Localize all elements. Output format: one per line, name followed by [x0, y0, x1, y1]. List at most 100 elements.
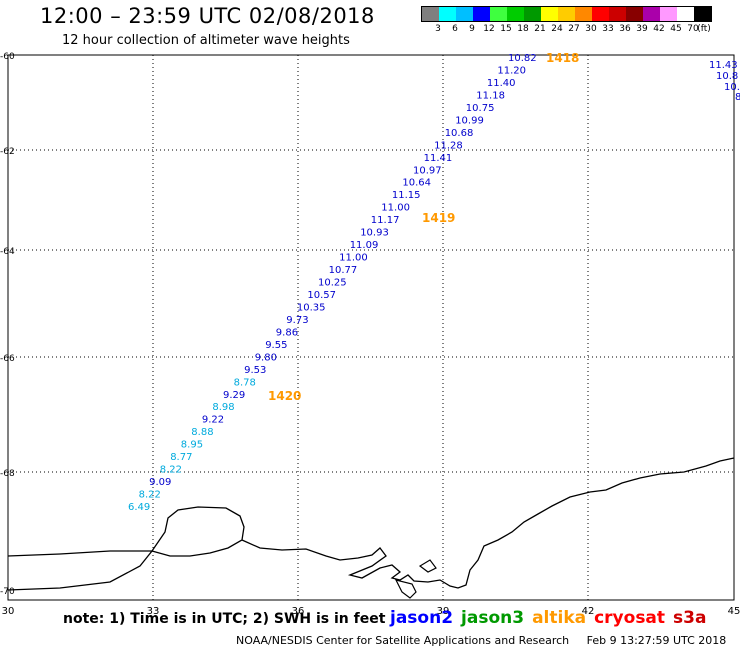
legend-swatch — [660, 7, 677, 21]
wave-height-label: 11.41 — [424, 153, 453, 164]
legend-labels: 3 6 9 12 15 18 21 24 27 30 33 36 39 42 45 70 (ft) — [421, 22, 712, 36]
legend-swatch — [490, 7, 507, 21]
y-tick-label: -70 — [0, 587, 15, 597]
map-subtitle: 12 hour collection of altimeter wave hei… — [62, 33, 350, 48]
legend-swatch — [643, 7, 660, 21]
y-tick-label: -64 — [0, 247, 15, 257]
wave-height-label: 9.86 — [276, 327, 298, 338]
y-tick-label: -66 — [0, 354, 15, 364]
legend-label: 39 — [636, 24, 648, 34]
legend-label: 33 — [602, 24, 614, 34]
map-title: 12:00 – 23:59 UTC 02/08/2018 — [40, 4, 375, 28]
wave-height-label: 6.49 — [128, 502, 150, 513]
legend-label: 27 — [568, 24, 580, 34]
wave-height-label: 10.97 — [413, 165, 442, 176]
antarctic-coastline — [7, 457, 735, 591]
satellite-jason3: jason3 — [461, 608, 525, 628]
legend-label: 36 — [619, 24, 631, 34]
legend-swatches — [421, 6, 712, 22]
wave-height-label: 8.22 — [160, 465, 182, 476]
wave-height-label: 9.29 — [223, 390, 245, 401]
legend-swatch — [694, 7, 711, 21]
satellite-jason2: jason2 — [390, 608, 454, 628]
wave-height-label: 9.80 — [255, 352, 277, 363]
legend-swatch — [609, 7, 626, 21]
wave-height-label: 11.15 — [392, 190, 421, 201]
wave-height-label: 11.09 — [350, 240, 379, 251]
graticule — [8, 55, 734, 600]
y-tick-label: -62 — [0, 147, 15, 157]
wave-height-label: 10.64 — [402, 178, 431, 189]
wave-height-label: 10. — [724, 82, 740, 93]
wave-height-label: 11.00 — [381, 203, 410, 214]
wave-height-label: 11.43 — [709, 60, 738, 71]
wave-height-label: 10.93 — [360, 228, 389, 239]
wave-height-label: 9.22 — [202, 415, 224, 426]
legend-swatch — [473, 7, 490, 21]
legend-swatch — [456, 7, 473, 21]
wave-height-label: 9.73 — [286, 315, 308, 326]
legend-swatch — [507, 7, 524, 21]
legend-label: (ft) — [697, 24, 711, 34]
wave-height-label: 9.53 — [244, 365, 266, 376]
wave-height-label: 9.55 — [265, 340, 287, 351]
credit-line: NOAA/NESDIS Center for Satellite Applica… — [236, 634, 740, 647]
legend-swatch — [541, 7, 558, 21]
wave-height-label: 8.98 — [212, 402, 234, 413]
y-tick-label: -60 — [0, 52, 15, 62]
wave-height-label: 10.8 — [716, 71, 738, 82]
legend-label: 6 — [452, 24, 458, 34]
legend-swatch — [626, 7, 643, 21]
satellite-s3a: s3a — [673, 608, 707, 628]
wave-height-label: 11.00 — [339, 253, 368, 264]
color-legend: 3 6 9 12 15 18 21 24 27 30 33 36 39 42 45 70 (ft) — [421, 6, 712, 36]
wave-height-label: 10.77 — [329, 265, 358, 276]
x-tick-label: 45 — [728, 606, 740, 617]
track-time-labels: 1418 1419 1420 — [268, 51, 579, 403]
legend-swatch — [439, 7, 456, 21]
wave-height-label: 11.20 — [497, 66, 526, 77]
satellite-altika: altika — [532, 608, 587, 628]
wave-height-label: 10.68 — [445, 128, 474, 139]
track-time-label: 1419 — [422, 211, 455, 225]
track-time-label: 1418 — [546, 51, 579, 65]
legend-label: 15 — [500, 24, 512, 34]
x-tick-label: 33 — [147, 606, 160, 617]
axis-ticks: 30 33 36 39 42 45 -60 -62 -64 -66 -68 -70 — [0, 52, 740, 617]
wave-height-label: 8.95 — [181, 440, 203, 451]
y-tick-label: -68 — [0, 469, 15, 479]
legend-label: 21 — [534, 24, 546, 34]
legend-swatch — [558, 7, 575, 21]
wave-height-label: 10.99 — [455, 115, 484, 126]
wave-height-label: 10.25 — [318, 278, 347, 289]
units-note: note: 1) Time is in UTC; 2) SWH is in fe… — [63, 611, 386, 627]
wave-height-label: 11.28 — [434, 140, 463, 151]
legend-label: 24 — [551, 24, 563, 34]
legend-swatch — [524, 7, 541, 21]
x-tick-label: 39 — [437, 606, 450, 617]
legend-swatch — [422, 7, 439, 21]
legend-swatch — [575, 7, 592, 21]
wave-height-label: 8.77 — [170, 452, 192, 463]
wave-height-label: 10.82 — [508, 53, 537, 64]
legend-label: 18 — [517, 24, 529, 34]
wave-height-label: 9.09 — [149, 477, 171, 488]
wave-height-label: 11.18 — [476, 90, 505, 101]
legend-label: 12 — [483, 24, 495, 34]
legend-swatch — [592, 7, 609, 21]
wave-height-label: 11.40 — [487, 78, 516, 89]
wave-height-label: 8.22 — [139, 490, 161, 501]
wave-height-label: 8.88 — [191, 427, 213, 438]
legend-label: 70 — [687, 24, 699, 34]
wave-height-label: 8 — [735, 92, 740, 103]
x-tick-label: 36 — [292, 606, 305, 617]
right-edge-labels: 11.43 10.8 10. 8 — [709, 60, 740, 103]
track-time-label: 1420 — [268, 389, 301, 403]
satellite-key: jason2 jason3 altika cryosat s3a — [390, 608, 714, 628]
credit-text: NOAA/NESDIS Center for Satellite Applica… — [236, 634, 570, 647]
wave-height-label: 10.75 — [466, 103, 495, 114]
generation-timestamp: Feb 9 13:27:59 UTC 2018 — [586, 634, 727, 647]
map-frame — [7, 54, 735, 601]
